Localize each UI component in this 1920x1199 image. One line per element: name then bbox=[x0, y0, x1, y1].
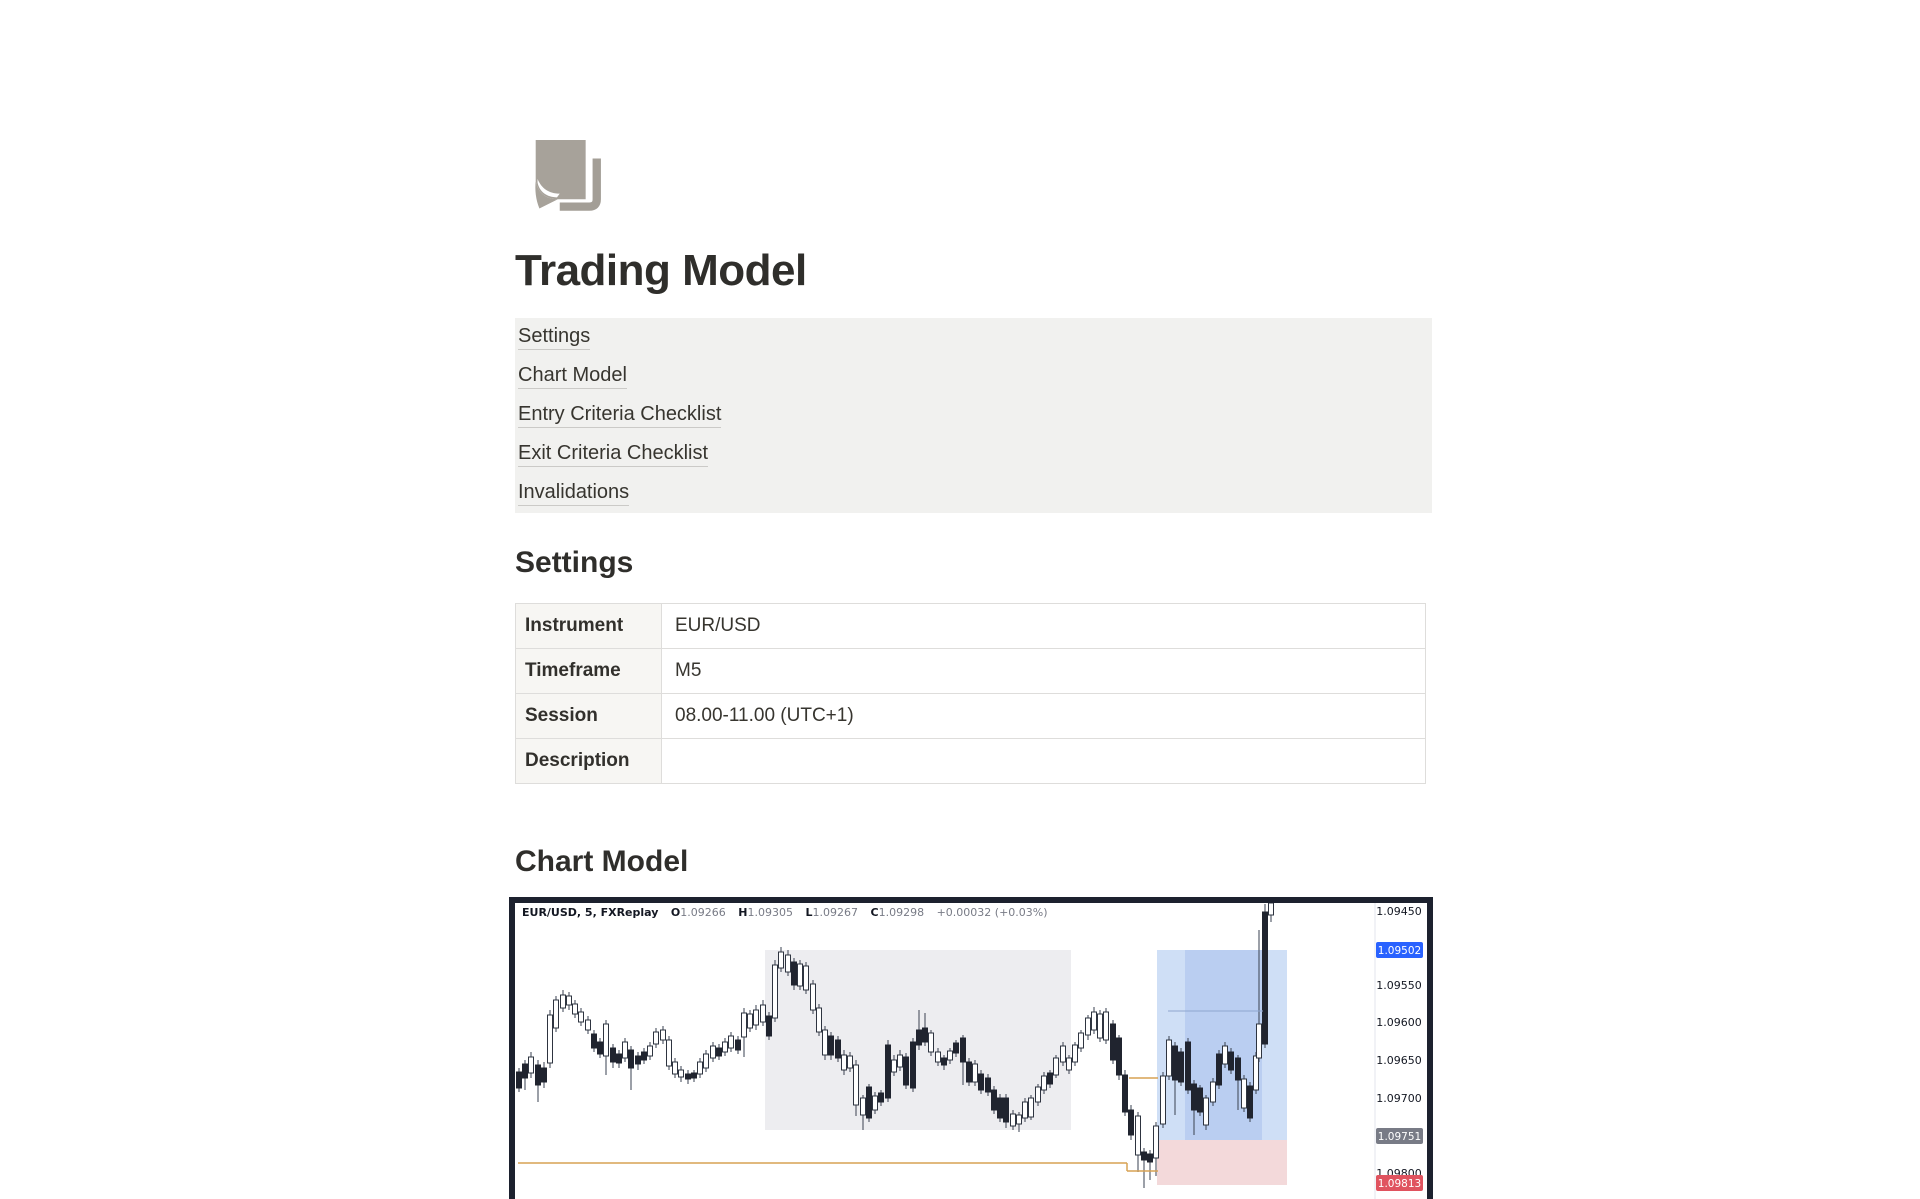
price-badge bbox=[1376, 1175, 1423, 1191]
close-value: 1.09298 bbox=[878, 906, 925, 919]
row-label-instrument[interactable]: Instrument bbox=[515, 603, 662, 649]
price-tick: 1.09550 bbox=[1376, 979, 1422, 992]
heading-settings: Settings bbox=[515, 546, 634, 579]
row-label-session[interactable]: Session bbox=[515, 693, 662, 739]
price-badge-label: 1.09813 bbox=[1378, 1178, 1421, 1190]
heading-chart-model: Chart Model bbox=[515, 845, 689, 878]
row-value-description[interactable] bbox=[661, 738, 1426, 784]
price-tick: 1.09650 bbox=[1376, 1054, 1422, 1067]
row-value-timeframe[interactable]: M5 bbox=[661, 648, 1426, 694]
price-tick: 1.09450 bbox=[1376, 905, 1422, 918]
toc-link-invalidations[interactable]: Invalidations bbox=[518, 481, 630, 506]
toc-row: Settings bbox=[515, 318, 1432, 357]
price-badge-label: 1.09751 bbox=[1378, 1131, 1421, 1143]
open-value: 1.09266 bbox=[680, 906, 726, 919]
high-value: 1.09305 bbox=[747, 906, 794, 919]
change-value: +0.00032 (+0.03%) bbox=[936, 906, 1048, 919]
row-value-session[interactable]: 08.00-11.00 (UTC+1) bbox=[661, 693, 1426, 739]
table-row-description: Description bbox=[515, 738, 1426, 784]
chart-symbol-label: EUR/USD, 5, FXReplay bbox=[522, 906, 659, 919]
toc-row: Exit Criteria Checklist bbox=[515, 435, 1432, 474]
toc-row: Chart Model bbox=[515, 357, 1432, 396]
table-row-session: Session 08.00-11.00 (UTC+1) bbox=[515, 693, 1426, 739]
table-of-contents: Settings Chart Model Entry Criteria Chec… bbox=[515, 318, 1432, 513]
table-row-timeframe: Timeframe M5 bbox=[515, 648, 1426, 694]
journal-icon-glyph bbox=[535, 140, 601, 211]
table-row-instrument: Instrument EUR/USD bbox=[515, 603, 1426, 649]
price-badge-label: 1.09502 bbox=[1378, 945, 1421, 957]
toc-link-chart-model[interactable]: Chart Model bbox=[518, 364, 627, 389]
chart-ohlc-header: EUR/USD, 5, FXReplay O1.09266 H1.09305 L… bbox=[522, 906, 1048, 919]
row-label-description[interactable]: Description bbox=[515, 738, 662, 784]
price-tick: 1.09600 bbox=[1376, 1016, 1422, 1029]
page-journal-icon[interactable] bbox=[532, 138, 606, 216]
toc-link-entry-criteria[interactable]: Entry Criteria Checklist bbox=[518, 403, 722, 428]
row-label-timeframe[interactable]: Timeframe bbox=[515, 648, 662, 694]
page-title: Trading Model bbox=[515, 246, 807, 295]
toc-link-exit-criteria[interactable]: Exit Criteria Checklist bbox=[518, 442, 709, 467]
price-tick: 1.09700 bbox=[1376, 1092, 1422, 1105]
chart-image-embed[interactable]: 1.09450 1.09550 1.09600 1.09650 1.09700 1.098… bbox=[509, 897, 1433, 1199]
price-badge bbox=[1376, 1128, 1423, 1144]
toc-link-settings[interactable]: Settings bbox=[518, 325, 591, 350]
toc-row: Entry Criteria Checklist bbox=[515, 396, 1432, 435]
low-value: 1.09267 bbox=[812, 906, 859, 919]
price-badge bbox=[1376, 942, 1423, 958]
pink-stop-zone bbox=[1157, 1140, 1287, 1185]
settings-table: Instrument EUR/USD Timeframe M5 Session … bbox=[515, 603, 1426, 784]
candlestick-chart-svg: 1.09450 1.09550 1.09600 1.09650 1.09700 1.098… bbox=[516, 903, 1423, 1199]
toc-row: Invalidations bbox=[515, 474, 1432, 513]
row-value-instrument[interactable]: EUR/USD bbox=[661, 603, 1426, 649]
